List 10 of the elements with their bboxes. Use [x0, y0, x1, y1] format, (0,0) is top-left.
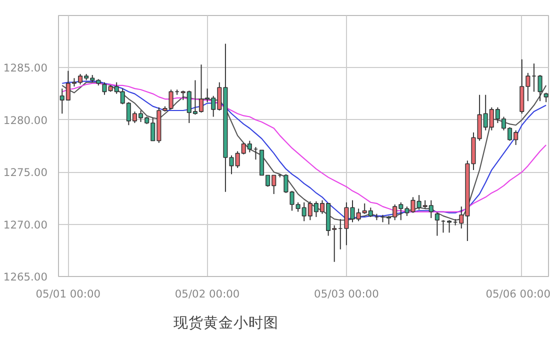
- y-tick-label: 1270.00: [3, 218, 48, 232]
- y-tick-label: 1280.00: [3, 114, 48, 127]
- x-tick-label: 05/01 00:00: [36, 288, 101, 300]
- y-tick-label: 1275.00: [3, 166, 48, 180]
- x-tick-label: 05/02 00:00: [174, 288, 240, 300]
- text: 现货黄金小时图: [174, 314, 278, 332]
- y-tick-label: 1285.00: [3, 62, 48, 75]
- y-tick-label: 1265.00: [3, 270, 48, 284]
- x-tick-label: 05/03 00:00: [314, 288, 380, 300]
- x-tick-label: 05/06 00:00: [486, 288, 550, 300]
